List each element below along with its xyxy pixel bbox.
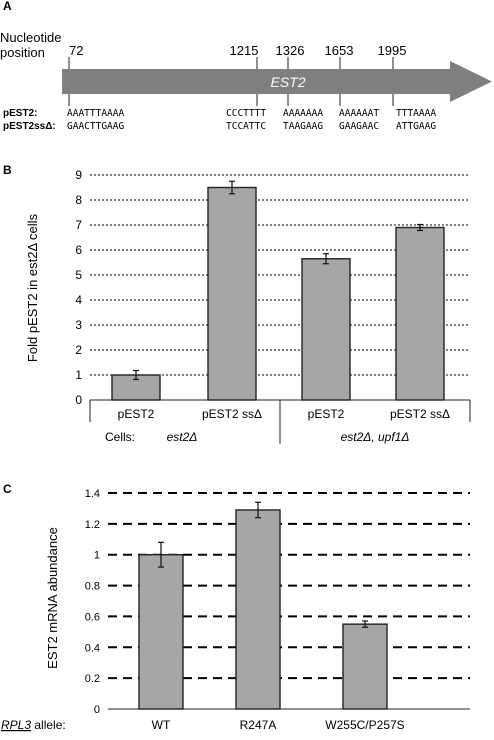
y-tick-label: 1 [75,368,82,382]
x-tick-labels: pEST2 pEST2 ssΔ pEST2 pEST2 ssΔ [118,407,450,421]
sequence-text: CCCTTTT [226,108,266,119]
y-tick-label: 3 [75,318,82,332]
gene-arrow [62,61,492,102]
x-tick-label: W255C/P257S [325,718,404,732]
x-tick-label: pEST2 ssΔ [202,407,262,421]
y-tick-label: 4 [75,293,82,307]
bar [342,623,388,710]
sequence-text: GAAGAAC [339,121,379,132]
y-tick-label: 6 [75,243,82,257]
y-tick-label: 0.2 [85,673,100,685]
bar [207,186,257,401]
sequence-text: AAAAAAT [339,108,379,119]
row-label-pest2: pEST2: [3,108,37,119]
position-number: 72 [69,43,83,58]
row-label-pest2ss: pEST2ssΔ: [3,121,56,132]
bar [395,226,445,401]
position-number: 1995 [378,43,407,58]
y-tick-labels: 0 0.2 0.4 0.6 0.8 1 1.2 1.4 [85,488,100,716]
group-label: est2Δ [167,430,198,444]
bars [111,180,445,401]
bars [138,501,388,710]
panel-c: C EST2 mRNA abundance 0 0.2 0.4 0.6 0.8 1 1.2 1… [1,482,470,732]
panel-b: B Fold pEST2 in est2Δ cells 0 1 2 3 4 5 6 7 8 9 p… [3,163,471,444]
x-prefix-italic: RPL3 [1,718,31,732]
x-tick-label: pEST2 [308,407,345,421]
x-tick-labels: WT R247A W255C/P257S [152,718,405,732]
position-number: 1215 [230,43,259,58]
sequence-text: TCCATTC [226,121,266,132]
y-tick-labels: 0 1 2 3 4 5 6 7 8 9 [75,168,82,407]
y-tick-label: 9 [75,168,82,182]
y-axis-label: EST2 mRNA abundance [45,527,60,669]
x-tick-label: pEST2 [118,407,155,421]
position-marks: 72 1215 1326 1653 1995 [68,43,407,69]
sequence-text: ATTGAAG [396,121,436,132]
sequence-ticks [68,94,394,106]
y-axis-label: Fold pEST2 in est2Δ cells [25,213,40,362]
y-tick-label: 2 [75,343,82,357]
x-tick-label: R247A [240,718,277,732]
y-tick-label: 1.4 [85,488,100,500]
sequence-text: AAAAAAA [283,108,323,119]
panel-b-label: B [3,163,12,177]
sequence-text: TTTAAAA [396,108,436,119]
bar [235,509,281,710]
y-tick-label: 5 [75,268,82,282]
position-title-line1: Nucleotide [0,30,61,45]
y-tick-label: 0 [94,704,100,716]
position-number: 1653 [325,43,354,58]
panel-c-label: C [3,482,12,496]
sequence-text: GAACTTGAAG [67,121,124,132]
y-tick-label: 1.2 [85,519,100,531]
y-tick-label: 0 [75,393,82,407]
sequence-rows: pEST2: AAATTTAAAA CCCTTTT AAAAAAA AAAAAA… [3,108,436,132]
bar [138,554,184,710]
position-title-line2: position [0,45,45,60]
sequence-text: AAATTTAAAA [67,108,124,119]
y-tick-label: 0.8 [85,581,100,593]
y-tick-label: 0.6 [85,611,100,623]
cells-prefix: Cells: [105,430,135,444]
gene-label: EST2 [270,74,305,90]
y-tick-label: 0.4 [85,642,100,654]
panel-a-label: A [3,0,12,13]
x-tick-label: WT [152,718,171,732]
position-number: 1326 [276,43,305,58]
y-tick-label: 7 [75,218,82,232]
x-prefix-label: RPL3 allele: [1,718,66,732]
group-label: est2Δ, upf1Δ [341,430,410,444]
panel-a: A Nucleotide position EST2 72 1215 1326 … [0,0,492,132]
sequence-text: TAAGAAG [283,121,323,132]
y-tick-label: 1 [94,550,100,562]
x-tick-label: pEST2 ssΔ [390,407,450,421]
bar [301,258,351,401]
y-tick-label: 8 [75,193,82,207]
x-prefix-rest: allele: [31,718,66,732]
